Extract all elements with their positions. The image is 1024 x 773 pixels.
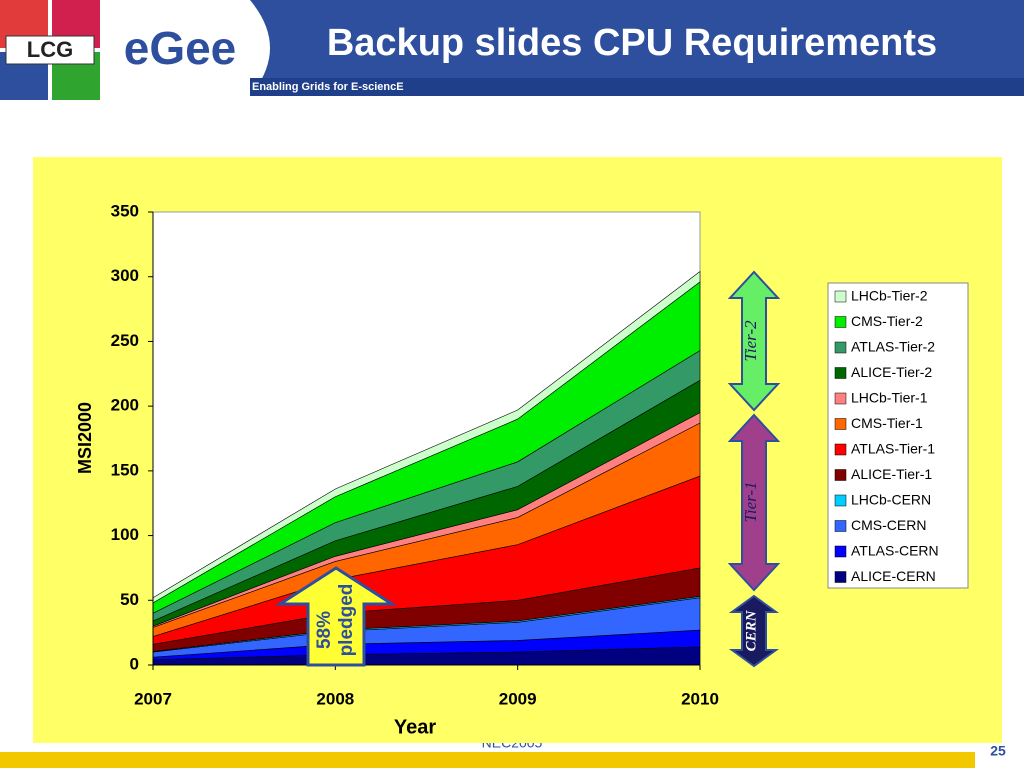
pledged-label: pledged <box>336 584 357 657</box>
y-tick-label: 50 <box>120 590 139 609</box>
x-tick-label: 2008 <box>316 689 354 708</box>
footer-band <box>0 752 975 768</box>
title: Backup slides CPU Requirements <box>327 22 937 64</box>
legend: LHCb-Tier-2 CMS-Tier-2 ATLAS-Tier-2 ALICE-T… <box>834 288 939 584</box>
legend-swatch <box>834 290 847 303</box>
egee-logo: eGee <box>124 22 237 74</box>
legend-label: CMS-CERN <box>851 517 926 533</box>
lcg-logo: LCG <box>27 37 73 62</box>
legend-label: ATLAS-CERN <box>851 543 939 559</box>
legend-swatch <box>834 545 847 558</box>
logo-box <box>5 35 95 65</box>
cern-label: CERN <box>743 609 759 651</box>
legend-label: LHCb-Tier-2 <box>851 288 928 304</box>
tier2-label: Tier-2 <box>741 320 760 362</box>
subtitle-band <box>250 78 1024 96</box>
tier1-label: Tier-1 <box>741 481 760 522</box>
y-axis-label: MSI2000 <box>75 402 95 474</box>
legend-label: LHCb-CERN <box>851 492 931 508</box>
y-tick-label: 200 <box>111 396 139 415</box>
legend-box <box>827 282 969 589</box>
legend-label: ALICE-CERN <box>851 568 936 584</box>
legend-label: ALICE-Tier-2 <box>851 364 932 380</box>
tier1-arrow <box>727 413 781 592</box>
x-tick-label: 2007 <box>134 689 172 708</box>
y-tick-label: 300 <box>111 266 139 285</box>
legend-label: CMS-Tier-2 <box>851 313 923 329</box>
page-number: 25 <box>990 743 1006 759</box>
legend-swatch <box>834 341 847 354</box>
y-tick-label: 250 <box>111 331 139 350</box>
legend-label: ATLAS-Tier-1 <box>851 441 935 457</box>
pledged-percent: 58% <box>314 611 335 649</box>
tier2-arrow <box>727 270 781 412</box>
y-tick-label: 0 <box>130 654 139 673</box>
legend-swatch <box>834 367 847 379</box>
legend-swatch <box>834 392 847 405</box>
x-tick-label: 2010 <box>681 689 719 708</box>
y-tick-label: 100 <box>111 525 139 544</box>
area <box>152 270 701 604</box>
legend-swatch <box>834 520 847 532</box>
legend-swatch <box>834 571 847 583</box>
x-tick-label: 2009 <box>499 689 537 708</box>
legend-label: LHCb-Tier-1 <box>851 390 928 406</box>
y-tick-label: 150 <box>111 460 139 479</box>
x-axis-label: Year <box>394 716 436 738</box>
legend-swatch <box>834 316 847 328</box>
subtitle: Enabling Grids for E-sciencE <box>252 81 404 93</box>
legend-label: CMS-Tier-1 <box>851 415 923 431</box>
legend-swatch <box>834 418 847 430</box>
legend-label: ALICE-Tier-1 <box>851 466 932 482</box>
header-band <box>250 0 1024 96</box>
cern-arrow <box>728 594 780 668</box>
legend-swatch <box>834 443 847 456</box>
y-tick-label: 350 <box>111 201 139 220</box>
legend-swatch <box>834 469 847 481</box>
pledged-arrow <box>274 566 398 667</box>
legend-label: ATLAS-Tier-2 <box>851 339 935 355</box>
legend-swatch <box>834 494 847 507</box>
